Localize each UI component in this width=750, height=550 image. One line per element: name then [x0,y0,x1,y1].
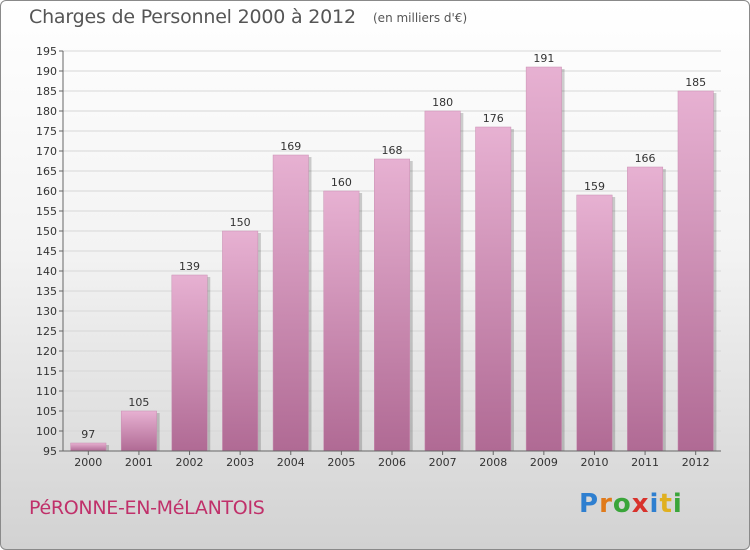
commune-name: PéRONNE-EN-MéLANTOIS [29,497,265,519]
bar [222,230,259,452]
data-label: 176 [483,112,504,125]
logo-letter: P [579,489,600,519]
y-tick-label: 170 [36,145,57,158]
y-tick-label: 150 [36,225,57,238]
bar [272,154,309,452]
y-tick-label: 160 [36,185,57,198]
data-label: 150 [230,216,251,229]
logo-letter: t [659,489,673,519]
logo-letter: x [631,489,650,519]
y-tick-label: 155 [36,205,57,218]
bar [424,110,461,452]
y-tick-label: 115 [36,365,57,378]
y-tick-label: 120 [36,345,57,358]
x-tick-label: 2004 [277,456,305,469]
y-tick-label: 145 [36,245,57,258]
data-label: 166 [635,152,656,165]
data-label: 160 [331,176,352,189]
data-label: 180 [432,96,453,109]
y-tick-label: 135 [36,285,57,298]
chart-subtitle: (en milliers d'€) [373,11,468,25]
bar [323,190,360,452]
logo-letter: i [672,489,683,519]
bar [171,274,208,452]
y-tick-label: 95 [43,445,57,458]
proxiti-logo[interactable]: Proxiti [579,489,683,519]
bar [70,442,107,452]
data-label: 191 [533,52,554,65]
y-tick-label: 190 [36,65,57,78]
y-tick-label: 130 [36,305,57,318]
y-tick-label: 125 [36,325,57,338]
bar [525,66,562,452]
x-tick-label: 2003 [226,456,254,469]
logo-letter: i [649,489,660,519]
bar [475,126,512,452]
data-label: 168 [382,144,403,157]
bar [677,90,714,452]
data-label: 185 [685,76,706,89]
x-tick-label: 2010 [580,456,608,469]
data-label: 105 [128,396,149,409]
y-tick-label: 185 [36,85,57,98]
bar [374,158,410,452]
x-tick-label: 2002 [176,456,204,469]
x-tick-label: 2011 [631,456,659,469]
x-tick-label: 2009 [530,456,558,469]
y-tick-label: 180 [36,105,57,118]
x-tick-label: 2008 [479,456,507,469]
x-tick-label: 2001 [125,456,153,469]
x-tick-label: 2000 [74,456,102,469]
data-label: 97 [81,428,95,441]
y-tick-label: 195 [36,45,57,58]
bar [120,410,157,452]
y-tick-label: 100 [36,425,57,438]
y-tick-label: 105 [36,405,57,418]
bar [627,166,664,452]
x-tick-label: 2005 [327,456,355,469]
bar [576,194,613,452]
data-label: 159 [584,180,605,193]
chart-title: Charges de Personnel 2000 à 2012 [29,6,356,28]
y-tick-label: 140 [36,265,57,278]
logo-letter: o [612,489,632,519]
logo-letter: r [599,489,613,519]
x-tick-label: 2006 [378,456,406,469]
data-label: 169 [280,140,301,153]
y-tick-label: 175 [36,125,57,138]
data-label: 139 [179,260,200,273]
x-tick-label: 2012 [682,456,710,469]
y-tick-label: 110 [36,385,57,398]
y-tick-label: 165 [36,165,57,178]
x-tick-label: 2007 [429,456,457,469]
